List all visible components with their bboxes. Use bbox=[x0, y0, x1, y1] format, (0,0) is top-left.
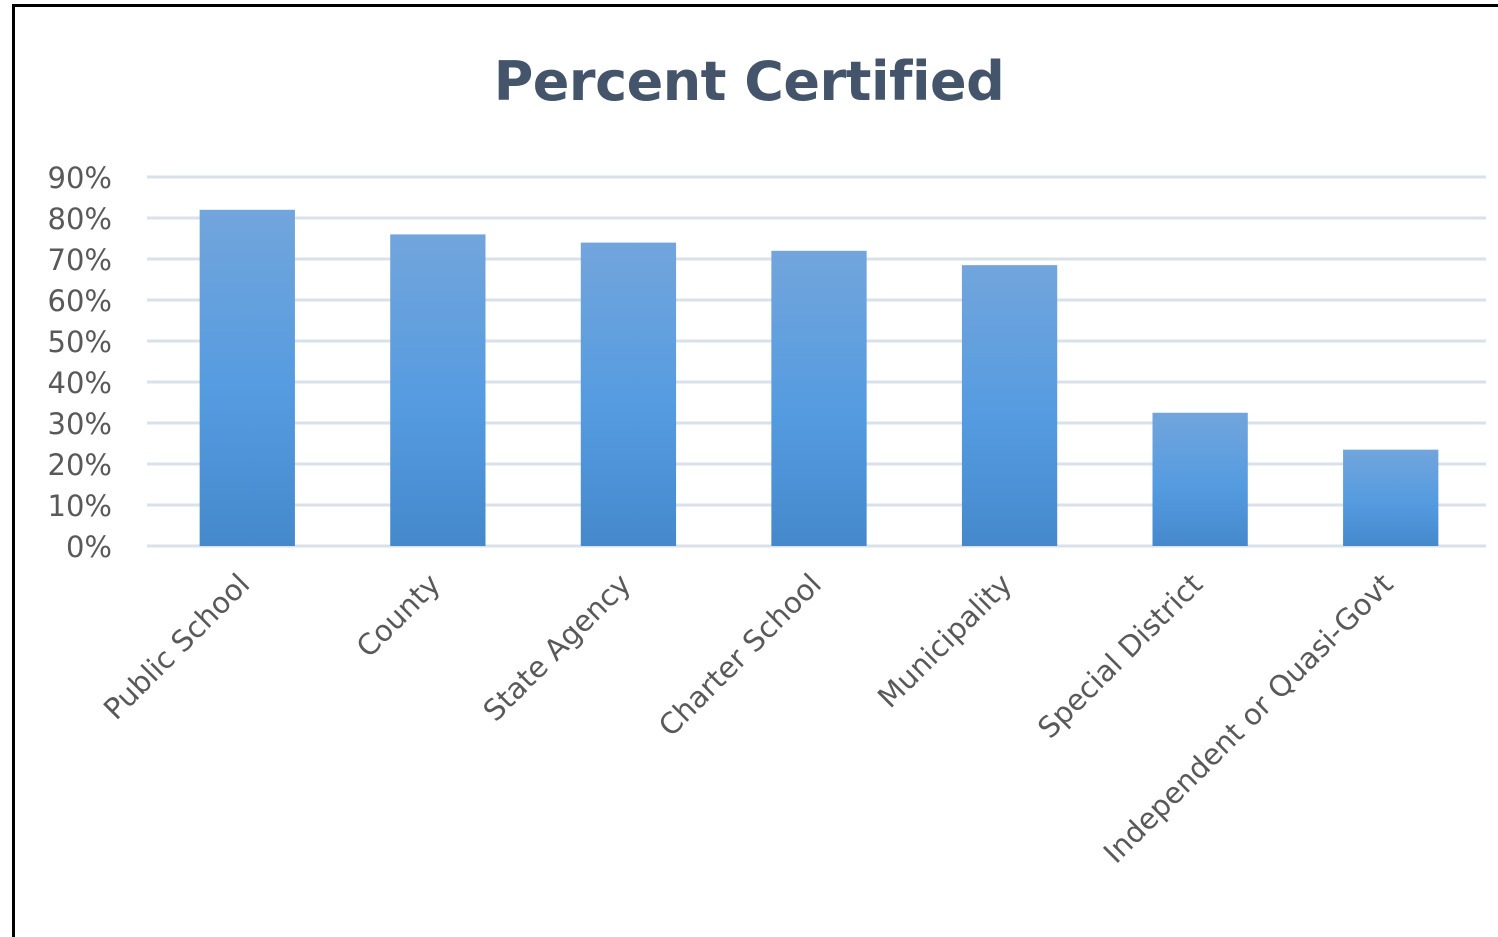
x-axis-labels: Public School County State Agency Charter S… bbox=[97, 567, 1400, 870]
bar bbox=[580, 242, 677, 546]
bar bbox=[1152, 412, 1248, 546]
bars bbox=[199, 209, 1439, 547]
chart-title: Percent Certified bbox=[493, 50, 1005, 113]
x-category-label: Public School bbox=[97, 567, 256, 726]
bar bbox=[961, 265, 1058, 546]
y-tick-label: 30% bbox=[48, 407, 112, 441]
y-tick-label: 60% bbox=[48, 284, 112, 318]
bar bbox=[771, 250, 867, 547]
bar bbox=[199, 209, 295, 547]
y-tick-label: 40% bbox=[48, 366, 112, 400]
bar bbox=[1343, 449, 1439, 546]
y-tick-label: 80% bbox=[48, 202, 112, 236]
bar bbox=[390, 234, 486, 546]
y-axis-ticks: 0% 10% 20% 30% 40% 50% 60% 70% 80% 90% bbox=[48, 161, 112, 564]
x-category-label: Special District bbox=[1031, 567, 1209, 745]
y-tick-label: 70% bbox=[48, 243, 112, 277]
y-tick-label: 90% bbox=[48, 161, 112, 195]
x-category-label: Municipality bbox=[871, 567, 1019, 715]
x-category-label: State Agency bbox=[476, 567, 637, 728]
x-category-label: Charter School bbox=[652, 567, 828, 743]
y-tick-label: 20% bbox=[48, 448, 112, 482]
x-category-label: County bbox=[350, 567, 447, 664]
y-tick-label: 50% bbox=[48, 325, 112, 359]
y-tick-label: 10% bbox=[48, 489, 112, 523]
y-tick-label: 0% bbox=[66, 530, 112, 564]
